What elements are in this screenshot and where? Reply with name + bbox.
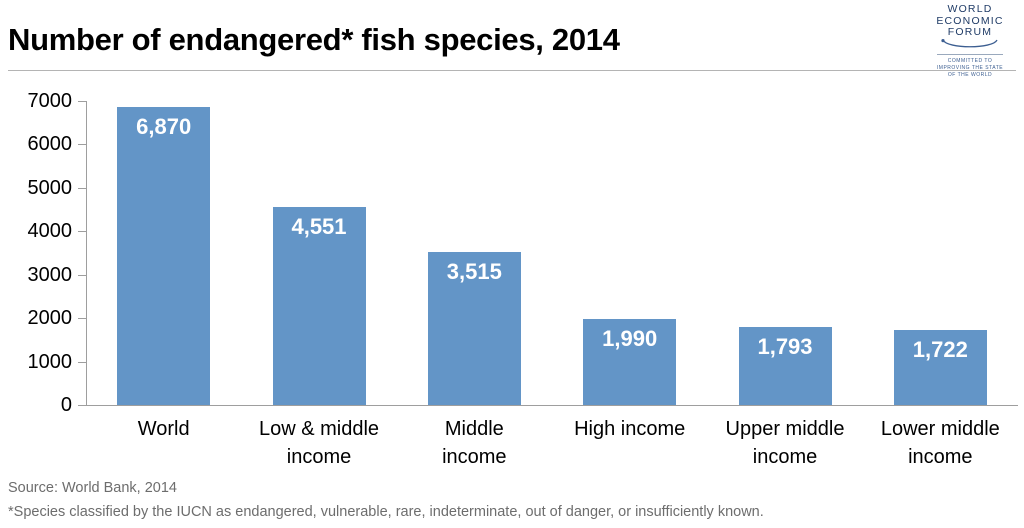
- x-axis-category-label: Middle income: [397, 416, 552, 471]
- bar-value-label: 4,551: [291, 214, 347, 240]
- bar[interactable]: 1,722: [893, 330, 987, 405]
- y-axis-tick-label: 0: [60, 394, 72, 416]
- x-axis-category-label: High income: [552, 416, 707, 444]
- logo-swoosh-icon: [941, 38, 998, 47]
- x-axis-line: [86, 405, 1018, 406]
- x-axis-category-label-line: World: [137, 418, 190, 440]
- y-axis-tick-mark: [78, 187, 86, 189]
- bar-value-label: 3,515: [446, 259, 502, 285]
- bar-column[interactable]: 1,722: [893, 86, 987, 405]
- bar[interactable]: 1,990: [583, 318, 677, 405]
- bar-value-label: 1,793: [757, 334, 813, 360]
- title-divider: [8, 70, 1016, 71]
- bar-column[interactable]: 1,990: [583, 86, 677, 405]
- x-axis-category-label: World: [86, 416, 241, 444]
- y-axis-tick-label: 4000: [27, 220, 73, 243]
- y-axis-tick-label: 2000: [27, 307, 73, 330]
- y-axis-tick-label: 7000: [27, 90, 73, 112]
- world-economic-forum-logo: WORLD ECONOMIC FORUM COMMITTED TO IMPROV…: [922, 4, 1018, 79]
- logo-tagline-line-2: IMPROVING THE STATE: [936, 64, 1004, 71]
- y-axis-tick-label: 6000: [27, 133, 73, 156]
- bar-column[interactable]: 6,870: [117, 86, 211, 405]
- x-axis-category-label-line: Upper middle: [725, 418, 845, 440]
- logo-line-world: WORLD: [947, 3, 993, 15]
- bar-chart-plot-area: 7000 6000 5000 4000 3000 2000 1000 0 6,870 4,551…: [0, 86, 1024, 416]
- footnote: *Species classified by the IUCN as endan…: [8, 504, 764, 521]
- x-axis-category-labels: World Low & middle income Middle income High …: [86, 416, 1018, 474]
- y-axis-tick-mark: [78, 361, 86, 363]
- bar-series: 6,870 4,551 3,515 1,990 1,793 1,722: [86, 86, 1018, 416]
- bar[interactable]: 1,793: [738, 327, 832, 405]
- logo-line-economic: ECONOMIC: [936, 14, 1004, 27]
- bar-value-label: 1,990: [602, 325, 658, 351]
- page-title: Number of endangered* fish species, 2014: [8, 22, 620, 57]
- y-axis-tick-mark: [78, 101, 86, 102]
- x-axis-category-label-line: income: [286, 445, 352, 468]
- x-axis-category-label-line: income: [442, 445, 507, 468]
- logo-divider: [937, 53, 1003, 55]
- y-axis-tick-mark: [78, 405, 86, 406]
- y-axis-tick-label: 5000: [27, 176, 73, 199]
- y-axis-line: [86, 101, 87, 405]
- y-axis-tick-label: 3000: [27, 263, 73, 286]
- bar-column[interactable]: 1,793: [738, 86, 832, 405]
- x-axis-category-label-line: Low & middle: [258, 418, 380, 440]
- x-axis-category-label-line: income: [752, 445, 818, 468]
- logo-tagline-line-1: COMMITTED TO: [947, 57, 993, 64]
- bar-column[interactable]: 3,515: [427, 86, 521, 405]
- x-axis-category-label: Low & middle income: [241, 416, 396, 471]
- logo-tagline-line-3: OF THE WORLD: [947, 72, 993, 78]
- y-axis-tick-mark: [78, 231, 86, 233]
- x-axis-category-label: Lower middle income: [863, 416, 1018, 471]
- x-axis-category-label-line: High income: [574, 418, 686, 440]
- chart-header: Number of endangered* fish species, 2014…: [0, 0, 1024, 79]
- bar[interactable]: 6,870: [117, 106, 211, 405]
- y-axis-tick-mark: [78, 274, 86, 276]
- bar-value-label: 1,722: [912, 337, 968, 363]
- bar-column[interactable]: 4,551: [272, 86, 366, 405]
- bar[interactable]: 3,515: [427, 252, 521, 405]
- source-note: Source: World Bank, 2014: [8, 480, 177, 496]
- y-axis-tick-mark: [78, 318, 86, 320]
- x-axis-category-label-line: Lower middle: [880, 418, 1000, 440]
- y-axis: 7000 6000 5000 4000 3000 2000 1000 0: [0, 86, 73, 416]
- x-axis-category-label: Upper middle income: [707, 416, 862, 471]
- bar[interactable]: 4,551: [272, 207, 366, 405]
- chart-footer: Source: World Bank, 2014 *Species classi…: [8, 480, 1018, 522]
- y-axis-tick-label: 1000: [27, 350, 73, 373]
- x-axis-category-label-line: Middle: [444, 418, 504, 440]
- y-axis-tick-marks: [78, 86, 86, 416]
- logo-line-forum: FORUM: [947, 26, 993, 38]
- x-axis-category-label-line: income: [908, 445, 973, 468]
- bar-value-label: 6,870: [136, 113, 192, 139]
- y-axis-tick-mark: [78, 144, 86, 146]
